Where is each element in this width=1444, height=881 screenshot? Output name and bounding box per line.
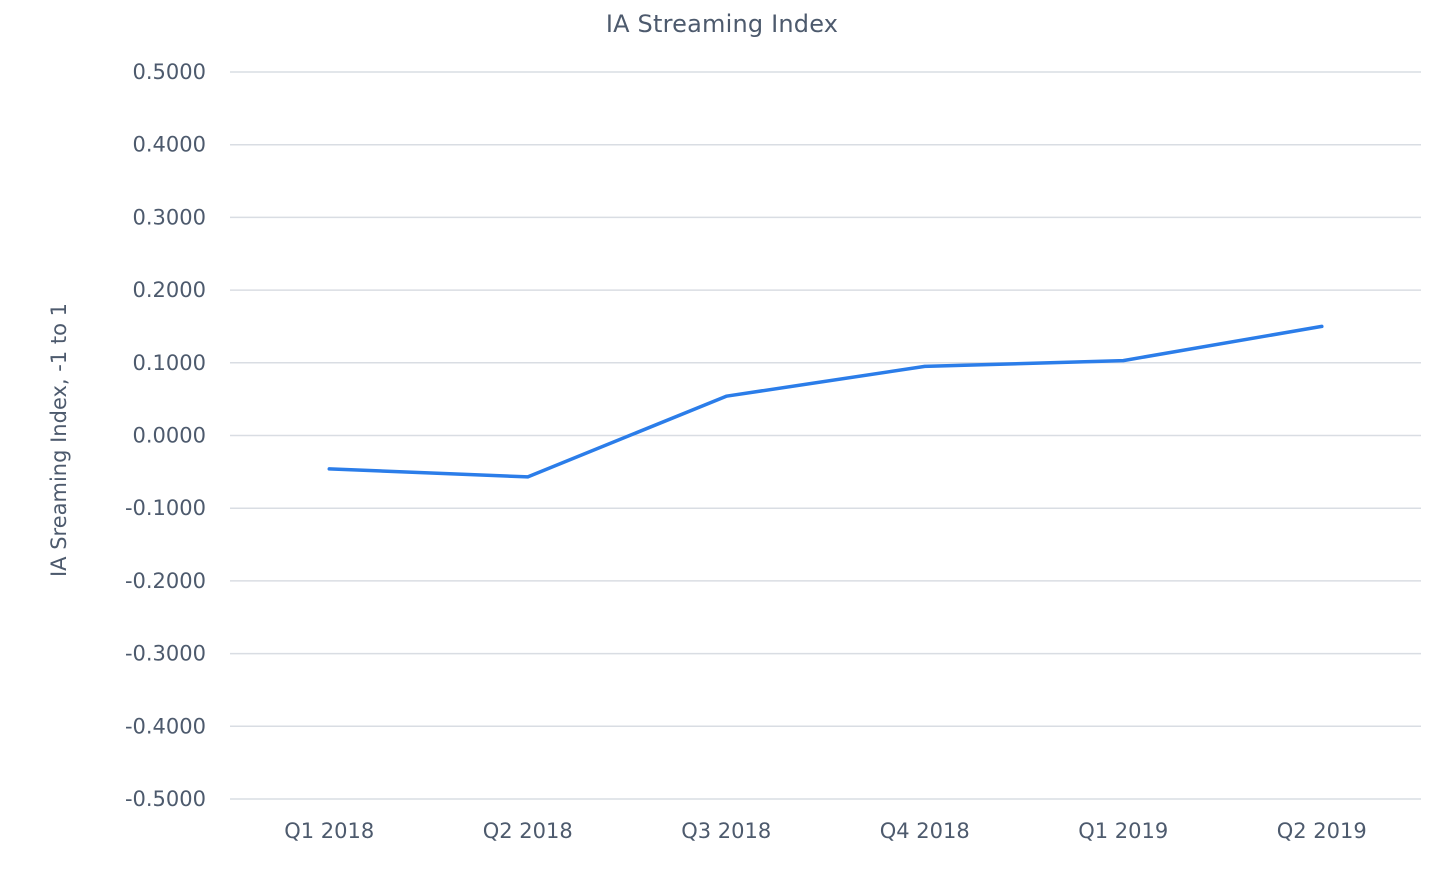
data-point: [526, 475, 530, 479]
x-tick-label: Q2 2018: [483, 819, 573, 843]
chart-title: IA Streaming Index: [605, 10, 839, 38]
y-tick-label: 0.5000: [133, 60, 206, 84]
y-tick-label: -0.4000: [125, 714, 206, 738]
data-point: [724, 394, 728, 398]
x-tick-label: Q4 2018: [880, 819, 970, 843]
y-tick-label: 0.4000: [133, 133, 206, 157]
data-point: [1121, 359, 1125, 363]
y-tick-label: -0.3000: [125, 642, 206, 666]
x-axis-ticks: Q1 2018 Q2 2018 Q3 2018 Q4 2018 Q1 2019 Q2 20…: [284, 819, 1367, 843]
series-line: [327, 324, 1324, 479]
y-tick-label: 0.3000: [133, 205, 206, 229]
y-tick-label: -0.2000: [125, 569, 206, 593]
x-tick-label: Q1 2019: [1078, 819, 1168, 843]
data-point: [327, 467, 331, 471]
y-tick-label: 0.2000: [133, 278, 206, 302]
gridlines: [230, 71, 1421, 800]
x-tick-label: Q2 2019: [1277, 819, 1367, 843]
y-tick-label: 0.0000: [133, 424, 206, 448]
x-tick-label: Q1 2018: [284, 819, 374, 843]
x-tick-label: Q3 2018: [681, 819, 771, 843]
y-axis-title: IA Sreaming Index, -1 to 1: [47, 303, 71, 577]
data-point: [923, 364, 927, 368]
y-tick-label: -0.1000: [125, 496, 206, 520]
data-point: [1320, 324, 1324, 328]
y-tick-label: 0.1000: [133, 351, 206, 375]
y-axis-ticks: 0.5000 0.4000 0.3000 0.2000 0.1000 0.0000 -0.1…: [125, 60, 206, 811]
series-layer: [327, 324, 1324, 479]
y-tick-label: -0.5000: [125, 787, 206, 811]
